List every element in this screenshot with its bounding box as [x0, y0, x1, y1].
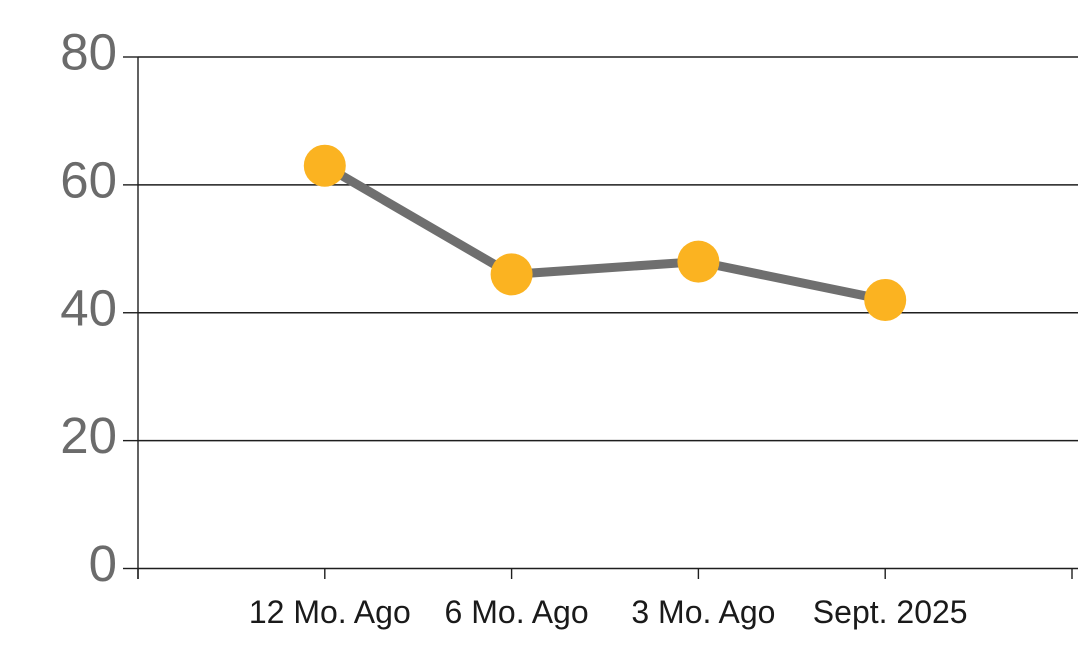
y-axis-tick-label: 40: [60, 279, 117, 336]
x-axis-tick-label: 3 Mo. Ago: [631, 594, 775, 630]
data-point-marker: [303, 144, 346, 187]
data-point-marker: [864, 278, 907, 321]
x-axis-tick-label: Sept. 2025: [813, 594, 968, 630]
x-axis-tick-label: 12 Mo. Ago: [249, 594, 411, 630]
y-axis-tick-label: 80: [60, 24, 117, 81]
data-point-marker: [677, 240, 720, 283]
y-axis-tick-label: 60: [60, 151, 117, 208]
y-axis-tick-label: 0: [89, 535, 117, 592]
series-line: [322, 161, 887, 305]
y-axis-tick-label: 20: [60, 407, 117, 464]
data-point-marker: [490, 253, 533, 296]
x-axis-tick-label: 6 Mo. Ago: [445, 594, 589, 630]
